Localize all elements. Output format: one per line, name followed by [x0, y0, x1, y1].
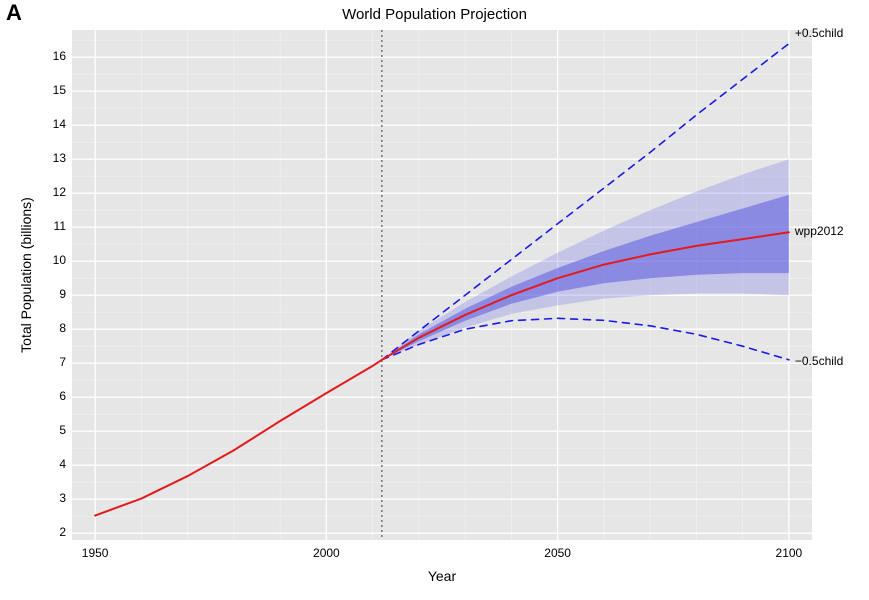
y-tick-label: 11 [54, 219, 66, 233]
y-tick-label: 3 [59, 491, 66, 505]
x-tick-label: 1950 [77, 546, 113, 560]
y-tick-label: 12 [53, 185, 66, 199]
y-tick-label: 2 [59, 525, 66, 539]
y-tick-label: 15 [53, 83, 66, 97]
y-tick-label: 5 [59, 423, 66, 437]
x-tick-label: 2000 [308, 546, 344, 560]
y-tick-label: 8 [59, 321, 66, 335]
y-tick-label: 6 [59, 389, 66, 403]
x-tick-label: 2100 [771, 546, 807, 560]
series-label-low: −0.5child [795, 354, 843, 368]
series-label-high: +0.5child [795, 26, 843, 40]
series-label-median: wpp2012 [795, 224, 844, 238]
plot-area [0, 0, 869, 600]
y-tick-label: 16 [53, 49, 66, 63]
y-tick-label: 7 [59, 355, 66, 369]
y-tick-label: 9 [59, 287, 66, 301]
y-tick-label: 14 [53, 117, 66, 131]
y-tick-label: 10 [53, 253, 66, 267]
y-tick-label: 13 [53, 151, 66, 165]
x-tick-label: 2050 [540, 546, 576, 560]
y-tick-label: 4 [59, 457, 66, 471]
